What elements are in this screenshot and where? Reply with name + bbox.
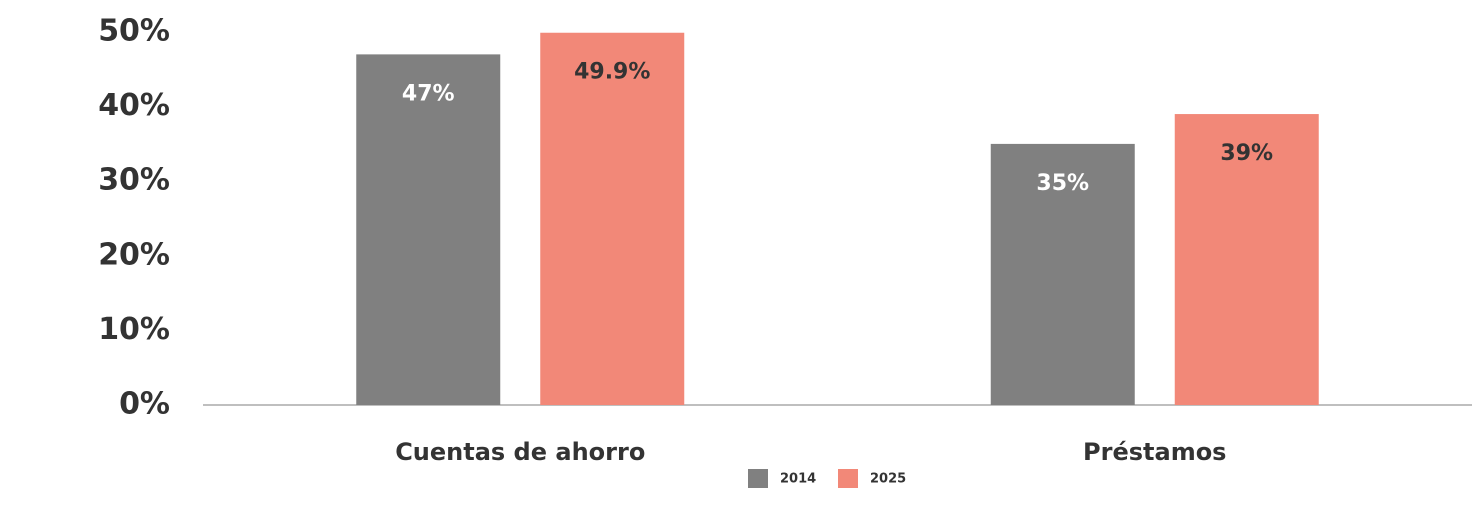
y-tick-label: 30%	[98, 163, 170, 198]
bar	[1174, 114, 1319, 405]
value-label: 39%	[1220, 141, 1273, 166]
legend-label: 2014	[780, 472, 816, 487]
bar	[990, 143, 1135, 405]
bar	[540, 32, 685, 405]
y-tick-label: 10%	[98, 312, 170, 347]
y-tick-label: 50%	[98, 14, 170, 49]
y-tick-label: 20%	[98, 237, 170, 272]
bar	[356, 54, 501, 405]
value-label: 49.9%	[574, 60, 650, 85]
y-tick-label: 0%	[119, 387, 170, 422]
x-tick-label: Préstamos	[1083, 438, 1226, 466]
x-tick-label: Cuentas de ahorro	[395, 438, 645, 466]
value-label: 47%	[402, 81, 455, 106]
legend-label: 2025	[870, 472, 906, 487]
legend-swatch	[838, 469, 858, 488]
y-tick-label: 40%	[98, 88, 170, 123]
value-label: 35%	[1036, 171, 1089, 196]
legend-swatch	[748, 469, 768, 488]
